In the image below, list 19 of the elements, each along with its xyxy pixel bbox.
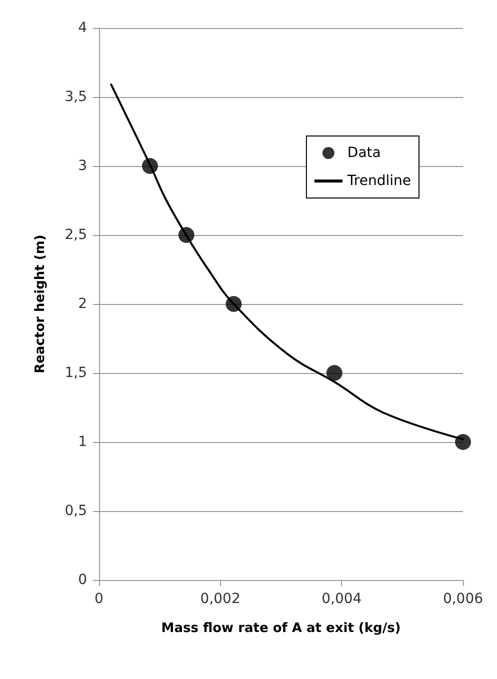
- y-tick-label: 1,5: [64, 365, 87, 381]
- x-tick-label: 0,004: [322, 591, 362, 607]
- y-tick-label: 0: [78, 572, 87, 588]
- point: [455, 434, 471, 450]
- y-tick-label: 3: [78, 158, 87, 174]
- y-tick-label: 1: [78, 434, 87, 450]
- x-tick-label: 0,006: [442, 591, 484, 607]
- x-axis-title: Mass flow rate of A at exit (kg/s): [161, 621, 401, 636]
- x-tick-label: 0,002: [200, 591, 240, 607]
- y-tick-label: 2: [78, 296, 87, 312]
- legend-label: Data: [347, 145, 381, 161]
- y-tick-label: 0,5: [64, 503, 87, 519]
- point: [326, 365, 342, 381]
- y-tick-label: 4: [78, 20, 88, 36]
- x-tick-label: 0: [94, 591, 104, 607]
- legend-label: Trendline: [346, 173, 412, 189]
- y-tick-label: 2,5: [64, 227, 87, 243]
- y-axis-title: Reactor height (m): [33, 234, 48, 374]
- y-tick-label: 3,5: [64, 89, 87, 105]
